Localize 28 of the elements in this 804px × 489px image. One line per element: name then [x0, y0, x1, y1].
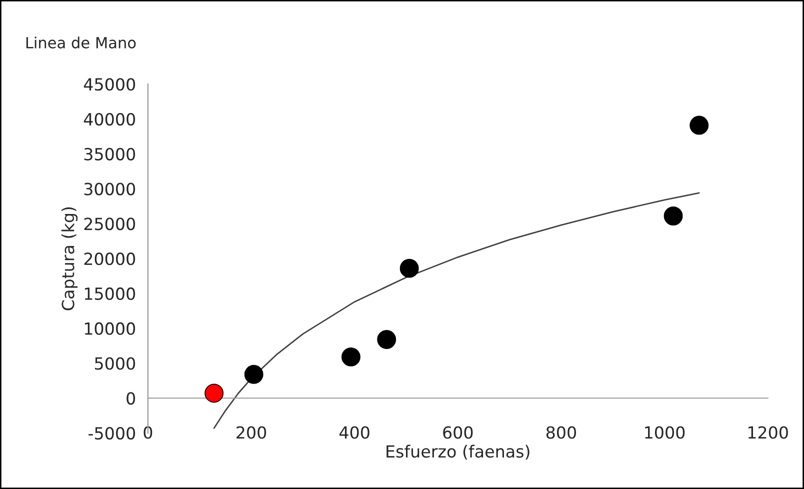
y-tick-label: 30000	[84, 182, 136, 196]
y-tick-label: 40000	[84, 112, 136, 126]
x-tick-label: 1200	[748, 426, 788, 439]
y-tick-label: 0	[126, 392, 136, 405]
x-tick-label: 1000	[645, 426, 685, 439]
y-tick-label: 5000	[95, 357, 136, 370]
point	[377, 330, 396, 349]
x-tick-label: 600	[443, 426, 473, 439]
point	[244, 364, 264, 384]
y-axis-title: Captura (kg)	[61, 207, 78, 310]
point	[341, 347, 360, 366]
x-axis-title: Esfuerzo (faenas)	[386, 444, 530, 460]
point	[204, 384, 224, 403]
y-tick-label: 35000	[84, 148, 136, 160]
x-tick-label: 200	[236, 426, 266, 439]
x-tick-label: 0	[144, 426, 152, 439]
chart-title: Linea de Mano	[26, 36, 136, 48]
y-tick-label: 15000	[84, 287, 136, 300]
point	[664, 206, 683, 226]
y-tick-label: -5000	[88, 426, 136, 440]
x-tick-label: 400	[339, 426, 370, 439]
y-tick-label: 20000	[84, 252, 136, 266]
y-tick-label: 45000	[84, 78, 136, 91]
x-tick-label: 800	[546, 426, 576, 439]
point	[690, 116, 709, 135]
y-tick-label: 10000	[84, 322, 136, 335]
y-tick-label: 25000	[84, 218, 136, 230]
point	[400, 258, 419, 278]
